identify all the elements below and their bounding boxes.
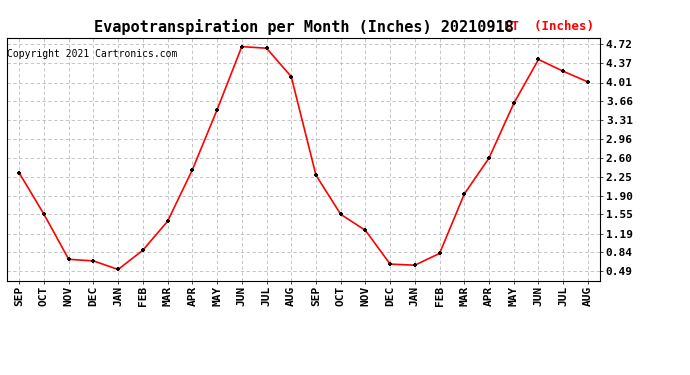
Point xyxy=(459,191,470,197)
Point xyxy=(310,172,322,178)
Point xyxy=(509,100,520,106)
Point xyxy=(14,170,25,176)
Point xyxy=(558,68,569,74)
Text: Copyright 2021 Cartronics.com: Copyright 2021 Cartronics.com xyxy=(7,49,177,59)
Point xyxy=(335,211,346,217)
Text: ET  (Inches): ET (Inches) xyxy=(504,20,594,33)
Point xyxy=(112,267,124,273)
Point xyxy=(39,211,50,217)
Point xyxy=(162,218,173,224)
Point xyxy=(286,74,297,80)
Point xyxy=(236,44,247,50)
Point xyxy=(137,247,148,253)
Point xyxy=(88,258,99,264)
Point xyxy=(63,256,75,262)
Point xyxy=(212,107,223,113)
Point xyxy=(533,57,544,63)
Point xyxy=(582,79,593,85)
Point xyxy=(384,261,395,267)
Point xyxy=(434,251,445,257)
Point xyxy=(484,155,495,161)
Point xyxy=(360,227,371,233)
Point xyxy=(187,167,198,173)
Point xyxy=(261,45,272,51)
Title: Evapotranspiration per Month (Inches) 20210918: Evapotranspiration per Month (Inches) 20… xyxy=(94,19,513,35)
Point xyxy=(409,262,420,268)
